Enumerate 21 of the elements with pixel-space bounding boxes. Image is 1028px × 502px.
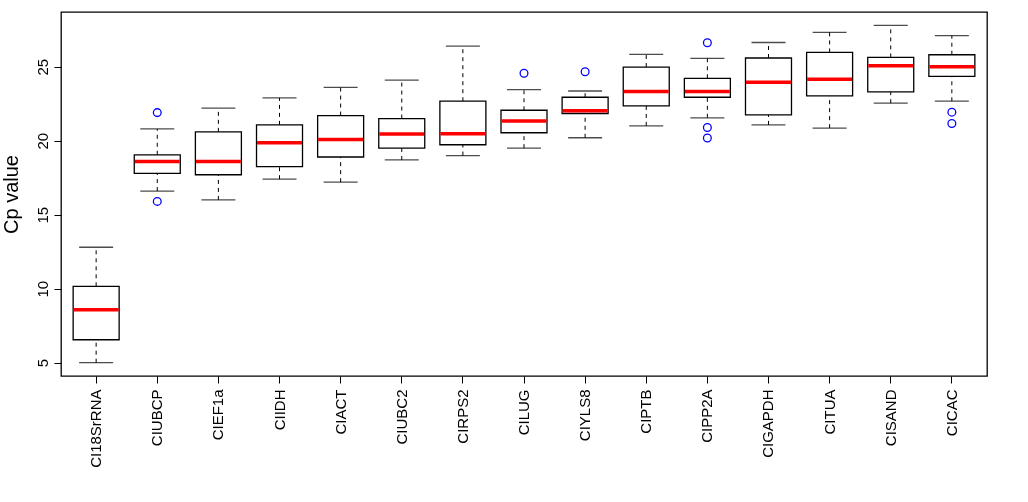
x-tick-label: CIYLS8: [576, 389, 594, 442]
y-tick-label: 10: [33, 280, 51, 298]
y-tick-label: 25: [33, 58, 51, 76]
x-tick-label: CIEF1a: [209, 388, 227, 441]
x-tick-label: CIPP2A: [698, 389, 716, 443]
x-tick-label: CIRPS2: [453, 389, 471, 444]
x-tick-label: CIUBCP: [148, 389, 166, 447]
y-axis-title: Cp value: [0, 155, 22, 234]
x-tick-label: CIGAPDH: [759, 389, 777, 458]
x-tick-label: CIPTB: [637, 389, 655, 434]
x-tick-label: CILUG: [515, 389, 532, 436]
x-tick-label: CISAND: [881, 389, 899, 447]
x-tick-label: CIIDH: [270, 389, 288, 431]
y-tick-label: 15: [33, 206, 51, 224]
x-tick-label: CIUBC2: [392, 389, 410, 445]
x-tick-label: CITUA: [820, 389, 838, 435]
y-tick-label: 20: [33, 132, 51, 150]
x-tick-label: CI18SrRNA: [87, 389, 105, 468]
x-tick-label: CICAC: [942, 389, 960, 437]
y-tick-label: 5: [33, 359, 51, 368]
x-tick-label: CIACT: [331, 389, 349, 435]
